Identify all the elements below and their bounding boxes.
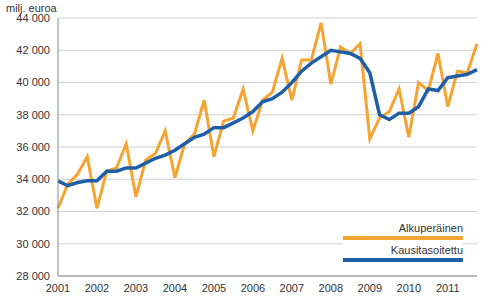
html-text:milj. euroa: milj. euroa <box>6 2 57 14</box>
svg-text:2001: 2001 <box>46 282 70 294</box>
svg-text:2009: 2009 <box>358 282 382 294</box>
svg-text:2005: 2005 <box>202 282 226 294</box>
svg-text:2004: 2004 <box>163 282 187 294</box>
svg-text:28 000: 28 000 <box>16 270 50 282</box>
svg-text:42 000: 42 000 <box>16 44 50 56</box>
svg-text:36 000: 36 000 <box>16 141 50 153</box>
svg-text:2010: 2010 <box>397 282 421 294</box>
svg-text:40 000: 40 000 <box>16 76 50 88</box>
svg-text:2003: 2003 <box>124 282 148 294</box>
svg-text:38 000: 38 000 <box>16 109 50 121</box>
svg-text:32 000: 32 000 <box>16 205 50 217</box>
svg-text:2011: 2011 <box>436 282 460 294</box>
svg-text:2006: 2006 <box>241 282 265 294</box>
html-text:Kausitasoitettu: Kausitasoitettu <box>390 244 463 256</box>
html-text:Alkuperäinen: Alkuperäinen <box>398 222 463 234</box>
svg-text:2008: 2008 <box>319 282 343 294</box>
svg-text:2007: 2007 <box>280 282 304 294</box>
svg-text:2002: 2002 <box>85 282 109 294</box>
svg-text:30 000: 30 000 <box>16 238 50 250</box>
svg-text:34 000: 34 000 <box>16 173 50 185</box>
svg-text:44 000: 44 000 <box>16 12 50 24</box>
